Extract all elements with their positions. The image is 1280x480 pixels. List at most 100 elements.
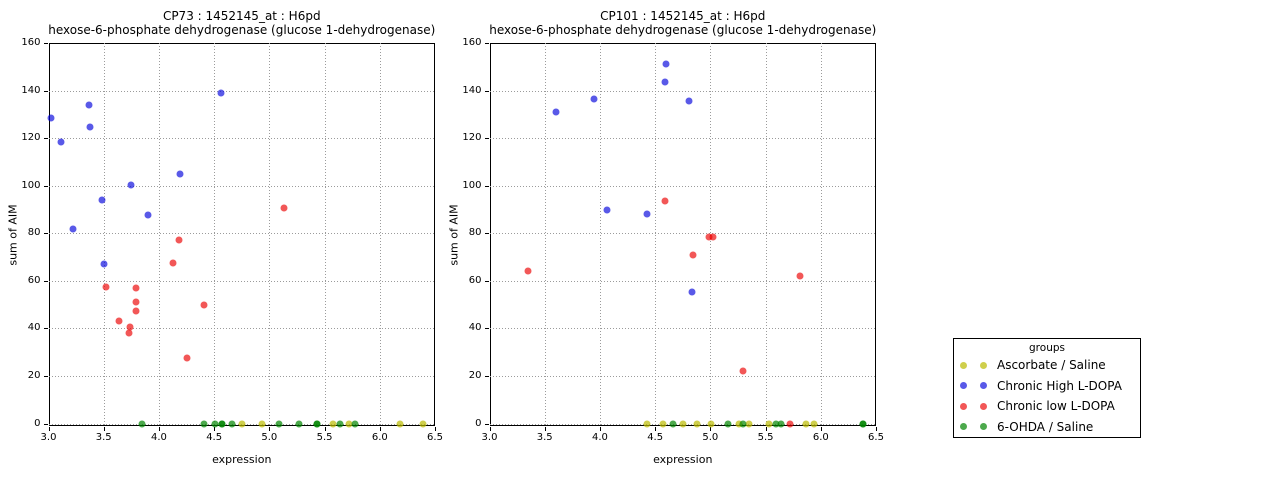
gridline-x <box>269 43 271 426</box>
data-point <box>679 420 687 428</box>
x-tick <box>599 427 601 431</box>
x-tick-label: 4.0 <box>150 432 167 443</box>
data-point <box>709 233 717 241</box>
data-point <box>138 420 146 428</box>
data-point <box>313 420 321 428</box>
data-point <box>57 138 65 146</box>
data-point <box>132 284 140 292</box>
x-tick <box>489 427 491 431</box>
x-tick-label: 3.0 <box>481 432 498 443</box>
x-tick-label: 4.5 <box>206 432 223 443</box>
gridline-x <box>379 43 381 426</box>
legend-marker-icon <box>980 402 987 410</box>
plot-title: CP73 : 1452145_at : H6pd <box>162 9 321 23</box>
data-point <box>175 236 183 244</box>
y-tick <box>43 90 48 92</box>
data-point <box>102 283 110 291</box>
data-point <box>688 288 696 296</box>
y-tick-label: 120 <box>21 132 41 144</box>
y-tick-label: 60 <box>468 274 482 286</box>
gridline-y <box>489 376 876 378</box>
y-tick-label: 140 <box>21 84 41 96</box>
y-tick <box>43 43 48 44</box>
x-tick <box>876 427 877 431</box>
gridline-y <box>48 90 435 92</box>
gridline-y <box>489 233 876 235</box>
legend-marker-icon <box>960 402 967 410</box>
y-tick-label: 100 <box>462 179 482 191</box>
legend-entry: Chronic High L-DOPA <box>954 376 1140 397</box>
x-tick <box>158 427 160 431</box>
legend-rows: Ascorbate / Saline Chronic High L-DOPA Chr… <box>954 355 1140 437</box>
legend-marker-icon <box>960 423 967 431</box>
data-point <box>772 420 779 428</box>
legend-entry-label: 6-OHDA / Saline <box>997 419 1094 434</box>
x-tick-label: 5.0 <box>702 432 719 443</box>
y-tick <box>484 423 489 425</box>
data-point <box>258 420 266 428</box>
x-tick <box>765 427 767 431</box>
legend-entry: Chronic low L-DOPA <box>954 396 1140 417</box>
x-tick-label: 5.0 <box>261 432 278 443</box>
y-tick-label: 40 <box>27 322 41 334</box>
x-tick <box>710 427 712 431</box>
data-point <box>127 181 135 189</box>
x-tick <box>324 427 326 431</box>
data-point <box>132 298 140 306</box>
x-tick-label: 6.5 <box>868 432 884 443</box>
x-tick <box>214 427 216 431</box>
data-point <box>329 420 337 428</box>
y-tick <box>484 376 489 378</box>
x-tick-label: 6.0 <box>371 432 388 443</box>
x-tick-label: 5.5 <box>757 432 774 443</box>
y-tick <box>484 233 489 235</box>
gridline-y <box>489 185 876 187</box>
y-tick <box>484 43 489 44</box>
x-tick <box>435 427 436 431</box>
gridline-y <box>48 185 435 187</box>
data-point <box>739 367 747 375</box>
x-tick-label: 6.5 <box>427 432 443 443</box>
x-tick-label: 3.5 <box>536 432 553 443</box>
data-point <box>144 211 152 219</box>
data-point <box>419 420 427 428</box>
x-tick <box>544 427 546 431</box>
data-point <box>183 354 191 362</box>
data-point <box>126 323 134 331</box>
data-point <box>707 420 715 428</box>
axes-area <box>48 43 435 426</box>
data-point <box>524 267 532 275</box>
legend-marker-icon <box>960 361 967 369</box>
y-tick-label: 80 <box>468 227 482 239</box>
gridline-x <box>765 43 767 426</box>
gridline-y <box>48 376 435 378</box>
data-point <box>643 420 651 428</box>
data-point <box>100 260 108 268</box>
data-point <box>280 204 288 212</box>
y-tick-label: 0 <box>475 417 482 429</box>
y-tick-label: 140 <box>462 84 482 96</box>
data-point <box>724 420 732 428</box>
legend-marker-icon <box>980 382 987 390</box>
y-tick <box>43 138 48 140</box>
y-tick-label: 120 <box>462 132 482 144</box>
data-point <box>669 420 677 428</box>
y-tick-label: 60 <box>27 274 41 286</box>
x-tick-label: 4.0 <box>591 432 608 443</box>
y-tick-label: 20 <box>468 370 482 382</box>
data-point <box>86 123 94 131</box>
y-tick <box>484 328 489 330</box>
data-point <box>176 170 184 178</box>
gridline-y <box>48 233 435 235</box>
y-tick-label: 160 <box>462 37 482 48</box>
gridline-x <box>599 43 601 426</box>
y-tick <box>484 138 489 140</box>
y-axis-label: sum of AIM <box>447 203 461 266</box>
y-tick <box>43 233 48 235</box>
y-tick <box>43 280 48 282</box>
data-point <box>662 60 670 68</box>
data-point <box>218 420 226 428</box>
legend-entry-label: Ascorbate / Saline <box>997 358 1106 373</box>
data-point <box>132 307 140 315</box>
y-tick <box>43 328 48 330</box>
